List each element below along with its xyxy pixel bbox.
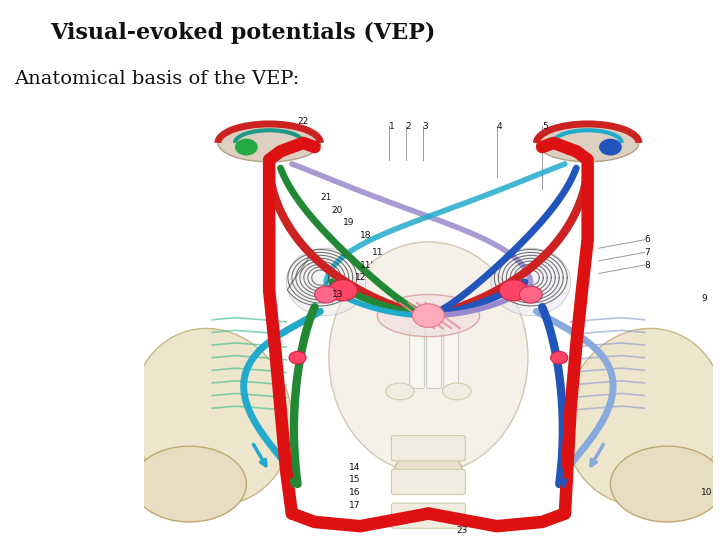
Text: 2: 2 — [405, 122, 411, 131]
Circle shape — [599, 139, 622, 156]
Text: 6: 6 — [644, 235, 650, 244]
FancyBboxPatch shape — [444, 327, 459, 388]
Text: 11: 11 — [372, 248, 383, 257]
Text: 19: 19 — [343, 218, 354, 227]
Text: Visual-evoked potentials (VEP): Visual-evoked potentials (VEP) — [50, 22, 436, 44]
Ellipse shape — [491, 248, 571, 315]
Circle shape — [289, 352, 306, 364]
Text: 17: 17 — [348, 501, 360, 510]
Text: 5: 5 — [542, 122, 548, 131]
Ellipse shape — [132, 328, 292, 505]
Ellipse shape — [132, 446, 246, 522]
Text: 15: 15 — [348, 475, 360, 484]
Text: 9: 9 — [701, 294, 707, 303]
Text: 20: 20 — [332, 206, 343, 215]
Circle shape — [329, 280, 357, 301]
FancyBboxPatch shape — [392, 469, 465, 495]
Text: 4: 4 — [497, 122, 503, 131]
Text: 3: 3 — [423, 122, 428, 131]
Text: 8: 8 — [644, 260, 650, 269]
Circle shape — [551, 352, 568, 364]
FancyBboxPatch shape — [392, 436, 465, 461]
Text: 14: 14 — [348, 463, 360, 472]
Ellipse shape — [287, 248, 366, 315]
Text: 12: 12 — [354, 273, 366, 282]
Text: 16: 16 — [348, 488, 360, 497]
Text: 7: 7 — [644, 248, 650, 257]
Ellipse shape — [218, 124, 320, 162]
Circle shape — [500, 280, 528, 301]
Text: 13: 13 — [332, 290, 343, 299]
Circle shape — [235, 139, 258, 156]
FancyBboxPatch shape — [427, 327, 441, 388]
Ellipse shape — [377, 294, 480, 336]
Text: 10: 10 — [701, 488, 713, 497]
FancyBboxPatch shape — [410, 327, 424, 388]
Circle shape — [315, 286, 338, 303]
Ellipse shape — [329, 242, 528, 474]
Ellipse shape — [386, 383, 414, 400]
Ellipse shape — [611, 446, 720, 522]
Text: 18: 18 — [360, 231, 372, 240]
FancyBboxPatch shape — [392, 503, 465, 528]
Text: Anatomical basis of the VEP:: Anatomical basis of the VEP: — [14, 70, 300, 88]
Ellipse shape — [564, 328, 720, 505]
Text: 11': 11' — [360, 260, 374, 269]
Text: 1: 1 — [389, 122, 395, 131]
Text: 22: 22 — [297, 117, 309, 126]
Text: 21: 21 — [320, 193, 332, 202]
Ellipse shape — [536, 124, 639, 162]
Ellipse shape — [443, 383, 471, 400]
Circle shape — [519, 286, 542, 303]
Ellipse shape — [395, 450, 462, 492]
Circle shape — [413, 304, 444, 327]
Text: 23: 23 — [456, 526, 468, 535]
